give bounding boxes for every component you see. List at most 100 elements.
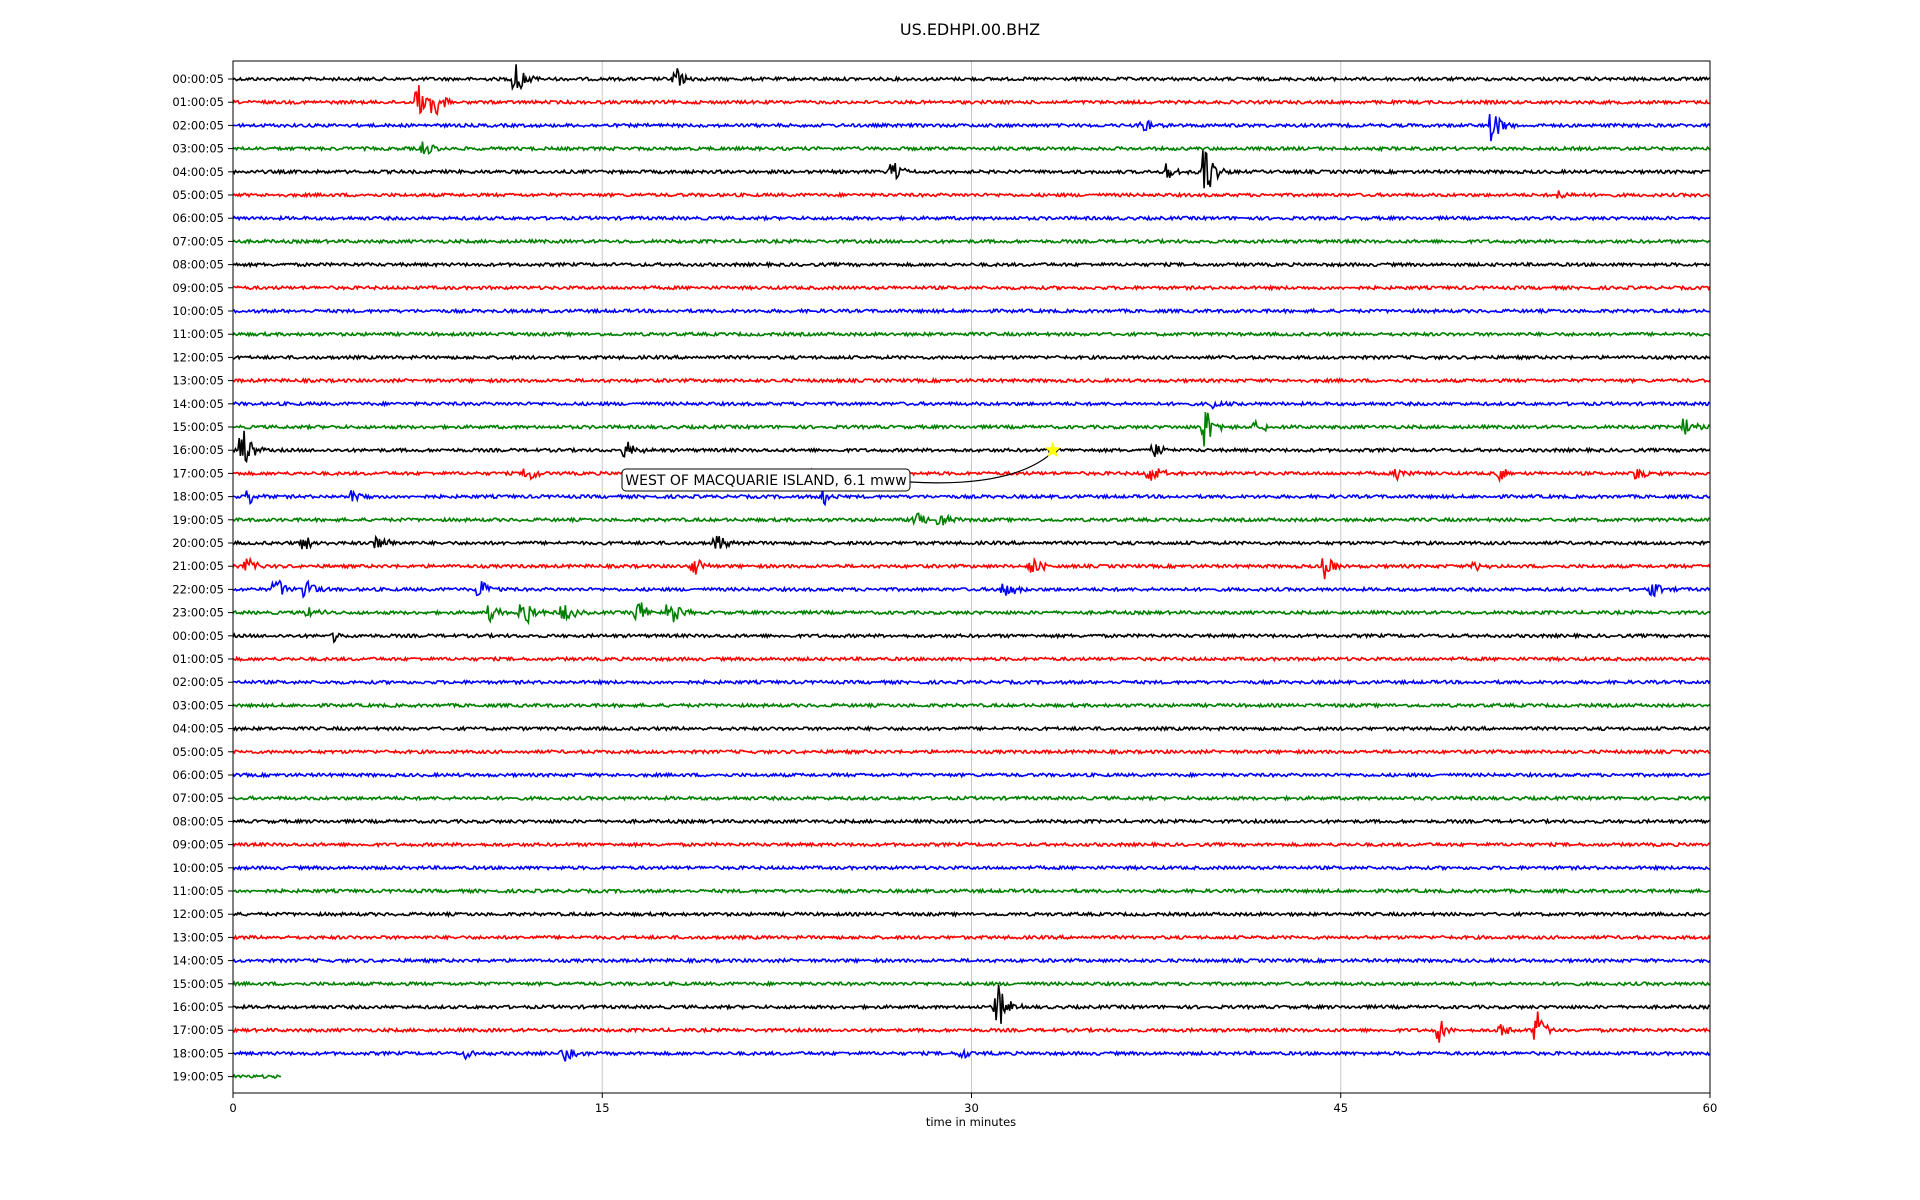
row-label-2: 02:00:05 [172,118,224,132]
row-label-11: 11:00:05 [172,327,224,341]
x-axis-label: time in minutes [926,1115,1016,1129]
row-label-43: 19:00:05 [172,1070,224,1084]
trace-row-31 [232,794,1711,802]
trace-row-16 [232,430,1711,464]
x-ticks: 0 15 30 45 60 [229,1093,1717,1115]
trace-row-35 [232,887,1711,895]
x-tick-label-15: 15 [595,1101,610,1115]
x-tick-label-0: 0 [229,1101,236,1115]
trace-row-26 [232,678,1711,686]
trace-row-42 [232,1047,1711,1062]
trace-row-11 [232,330,1711,338]
annotation-arrow [909,451,1054,484]
row-label-37: 13:00:05 [172,930,224,944]
row-label-35: 11:00:05 [172,884,224,898]
trace-row-41 [232,1011,1711,1043]
row-label-28: 04:00:05 [172,722,224,736]
trace-row-9 [232,284,1711,292]
row-label-5: 05:00:05 [172,188,224,202]
row-label-17: 17:00:05 [172,466,224,480]
annotation-box [621,468,911,492]
row-label-18: 18:00:05 [172,490,224,504]
trace-row-2 [232,114,1711,142]
trace-row-37 [232,933,1711,941]
row-label-40: 16:00:05 [172,1000,224,1014]
trace-row-5 [232,190,1711,200]
trace-row-21 [232,556,1711,580]
trace-row-36 [232,910,1711,918]
x-tick-label-45: 45 [1333,1101,1348,1115]
x-tick-label-30: 30 [964,1101,979,1115]
annotation-text: WEST OF MACQUARIE ISLAND, 6.1 mww [625,473,906,489]
row-label-0: 00:00:05 [172,72,224,86]
row-label-41: 17:00:05 [172,1023,224,1037]
row-label-32: 08:00:05 [172,814,224,828]
trace-row-0 [232,64,1711,92]
trace-row-27 [232,701,1711,710]
event-star-icon [1044,441,1061,458]
trace-row-33 [232,840,1711,849]
trace-row-7 [232,237,1711,245]
x-tick-label-60: 60 [1703,1101,1718,1115]
row-label-22: 22:00:05 [172,582,224,596]
row-label-10: 10:00:05 [172,304,224,318]
chart-title: US.EDHPI.00.BHZ [900,20,1040,39]
trace-row-25 [232,655,1711,663]
row-label-4: 04:00:05 [172,165,224,179]
trace-row-23 [232,602,1711,626]
row-label-31: 07:00:05 [172,791,224,805]
grid-lines [601,61,1342,1093]
trace-row-6 [232,214,1711,222]
row-label-14: 14:00:05 [172,397,224,411]
traces [232,64,1711,1079]
trace-row-18 [232,488,1711,507]
row-label-9: 09:00:05 [172,281,224,295]
row-label-30: 06:00:05 [172,768,224,782]
row-label-33: 09:00:05 [172,838,224,852]
row-label-6: 06:00:05 [172,211,224,225]
trace-row-43 [232,1073,282,1079]
row-label-3: 03:00:05 [172,142,224,156]
trace-row-19 [232,512,1711,527]
row-label-39: 15:00:05 [172,977,224,991]
row-label-38: 14:00:05 [172,954,224,968]
row-label-27: 03:00:05 [172,698,224,712]
trace-row-3 [232,141,1711,155]
row-label-15: 15:00:05 [172,420,224,434]
trace-row-20 [232,534,1711,550]
trace-row-30 [232,771,1711,779]
event-annotation: WEST OF MACQUARIE ISLAND, 6.1 mww [621,441,1061,492]
trace-row-8 [232,261,1711,269]
trace-row-13 [232,377,1711,385]
trace-row-14 [232,399,1711,410]
trace-row-4 [232,150,1711,189]
row-label-7: 07:00:05 [172,234,224,248]
row-label-19: 19:00:05 [172,513,224,527]
trace-row-10 [232,307,1711,315]
trace-row-38 [232,956,1711,965]
row-label-12: 12:00:05 [172,350,224,364]
row-label-13: 13:00:05 [172,374,224,388]
row-label-29: 05:00:05 [172,745,224,759]
row-labels: 00:00:05 01:00:05 02:00:05 03:00:05 04:00:05… [172,72,233,1084]
trace-row-32 [232,817,1711,825]
trace-row-15 [232,411,1711,447]
trace-row-34 [232,864,1711,872]
row-label-26: 02:00:05 [172,675,224,689]
row-label-24: 00:00:05 [172,629,224,643]
row-label-8: 08:00:05 [172,258,224,272]
row-label-34: 10:00:05 [172,861,224,875]
trace-row-24 [232,632,1711,644]
row-label-20: 20:00:05 [172,536,224,550]
trace-row-1 [232,85,1711,116]
row-label-1: 01:00:05 [172,95,224,109]
row-label-16: 16:00:05 [172,443,224,457]
trace-row-29 [232,748,1711,756]
trace-row-40 [232,984,1711,1024]
row-label-21: 21:00:05 [172,559,224,573]
row-label-36: 12:00:05 [172,907,224,921]
trace-row-17 [232,467,1711,484]
row-label-42: 18:00:05 [172,1046,224,1060]
trace-row-28 [232,725,1711,733]
